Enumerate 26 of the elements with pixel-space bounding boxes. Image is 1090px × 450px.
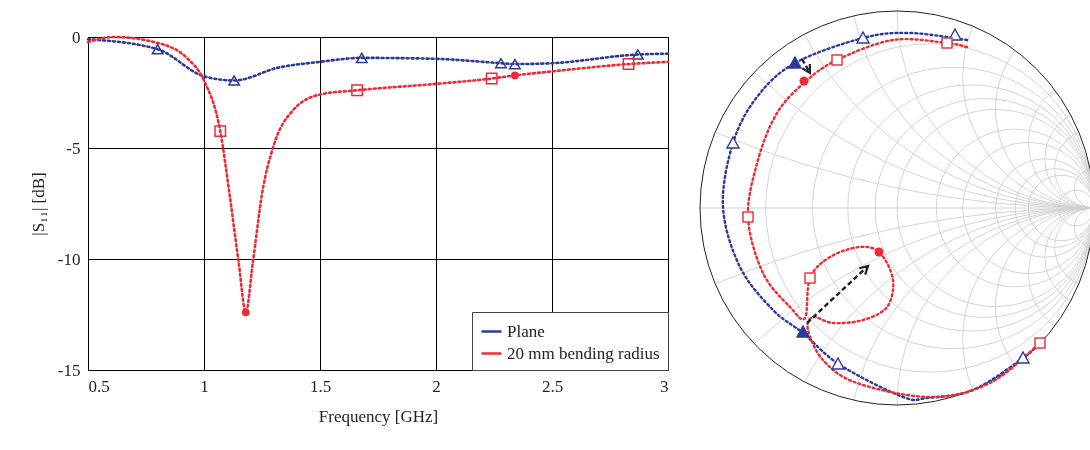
x-tick-label: 1.5 [309,376,332,396]
y-tick-label: 0 [72,27,81,47]
y-tick-label: -15 [57,360,81,380]
legend-label: 20 mm bending radius [507,343,660,363]
y-tick-label: -5 [66,138,81,158]
x-tick-label: 1 [200,376,209,396]
y-axis-title: |S₁₁| [dB] [28,172,48,236]
x-axis-title: Frequency [GHz] [318,406,439,426]
point [351,84,364,97]
x-tick-label: 2.5 [541,376,564,396]
x-tick-label: 2 [432,376,441,396]
point [355,52,368,64]
point [494,57,507,69]
point [214,125,227,138]
legend-label: Plane [507,321,545,341]
point [631,49,644,60]
point [622,58,635,71]
x-tick-label: 0.5 [88,376,110,396]
point [508,58,521,70]
x-tick-label: 3 [660,376,669,396]
point [241,308,250,317]
point [151,43,164,55]
y-tick-label: -10 [57,249,81,269]
point [485,72,498,85]
point [228,75,241,86]
point [511,71,519,80]
